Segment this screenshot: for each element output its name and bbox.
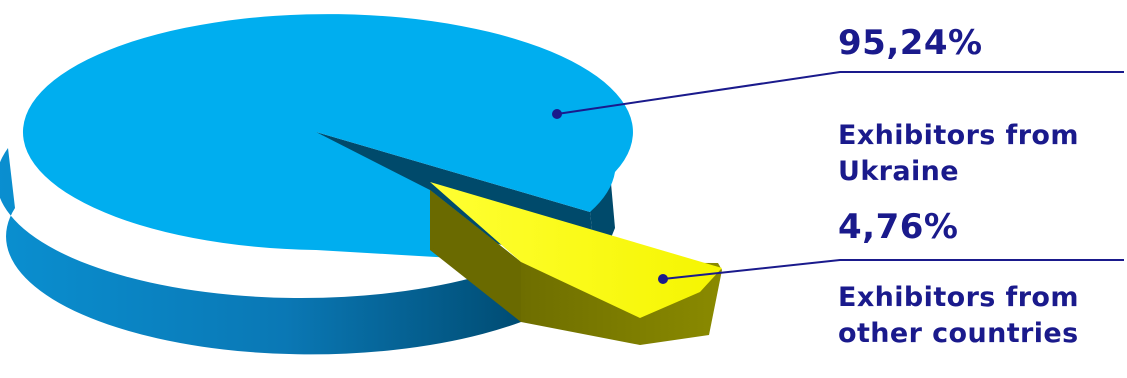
slice-ukraine-side <box>0 148 521 355</box>
category-label-ukraine-line-1: Exhibitors from <box>838 120 1079 151</box>
category-label-ukraine: Exhibitors from Ukraine <box>838 118 1079 190</box>
category-label-ukraine-line-2: Ukraine <box>838 156 960 187</box>
value-label-ukraine: 95,24% <box>838 23 983 63</box>
slice-other-side <box>430 190 521 322</box>
leader-dot-ukraine <box>552 109 562 119</box>
category-label-other: Exhibitors from other countries <box>838 280 1079 352</box>
category-label-other-line-1: Exhibitors from <box>838 282 1079 313</box>
leader-dot-other <box>658 274 668 284</box>
leader-line-other <box>662 259 1124 280</box>
slice-other-top <box>430 182 722 318</box>
category-label-other-line-2: other countries <box>838 318 1079 349</box>
slice-ukraine-top <box>22 14 633 263</box>
leader-line-ukraine <box>556 71 1124 115</box>
value-label-other: 4,76% <box>838 207 959 247</box>
